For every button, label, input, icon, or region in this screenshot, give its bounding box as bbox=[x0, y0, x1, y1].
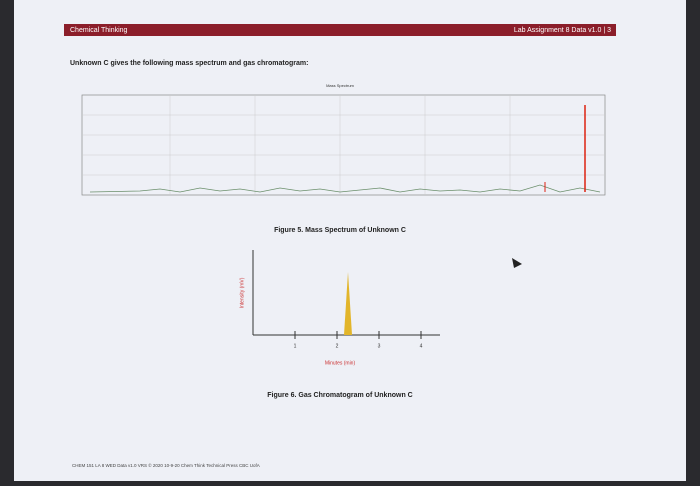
gc-ticks: 1 2 3 4 bbox=[294, 331, 423, 349]
mouse-cursor bbox=[512, 258, 522, 268]
gc-x-label: Minutes (min) bbox=[325, 360, 356, 366]
header-bar bbox=[64, 24, 616, 36]
gc-y-label: Intensity (mV) bbox=[239, 277, 245, 308]
figure5-caption: Figure 5. Mass Spectrum of Unknown C bbox=[274, 227, 406, 234]
header-left: Chemical Thinking bbox=[70, 27, 128, 34]
header-right: Lab Assignment 8 Data v1.0 | 3 bbox=[514, 27, 611, 34]
gc-tick-label: 1 bbox=[294, 343, 297, 349]
ms-grid bbox=[82, 95, 605, 195]
figure6-caption: Figure 6. Gas Chromatogram of Unknown C bbox=[267, 392, 412, 399]
ms-title: Mass Spectrum bbox=[326, 83, 354, 88]
intro-text: Unknown C gives the following mass spect… bbox=[70, 60, 308, 67]
document-page bbox=[14, 0, 686, 481]
ms-frame bbox=[81, 94, 606, 196]
footer: CHEM 151 LA 8 WED Data v1.0 VRS © 2020 1… bbox=[72, 462, 260, 468]
gc-tick-label: 4 bbox=[420, 343, 423, 349]
ms-baseline bbox=[89, 184, 601, 193]
gc-peak bbox=[344, 272, 352, 335]
gc-tick-label: 2 bbox=[336, 343, 339, 349]
gc-tick-label: 3 bbox=[378, 343, 381, 349]
